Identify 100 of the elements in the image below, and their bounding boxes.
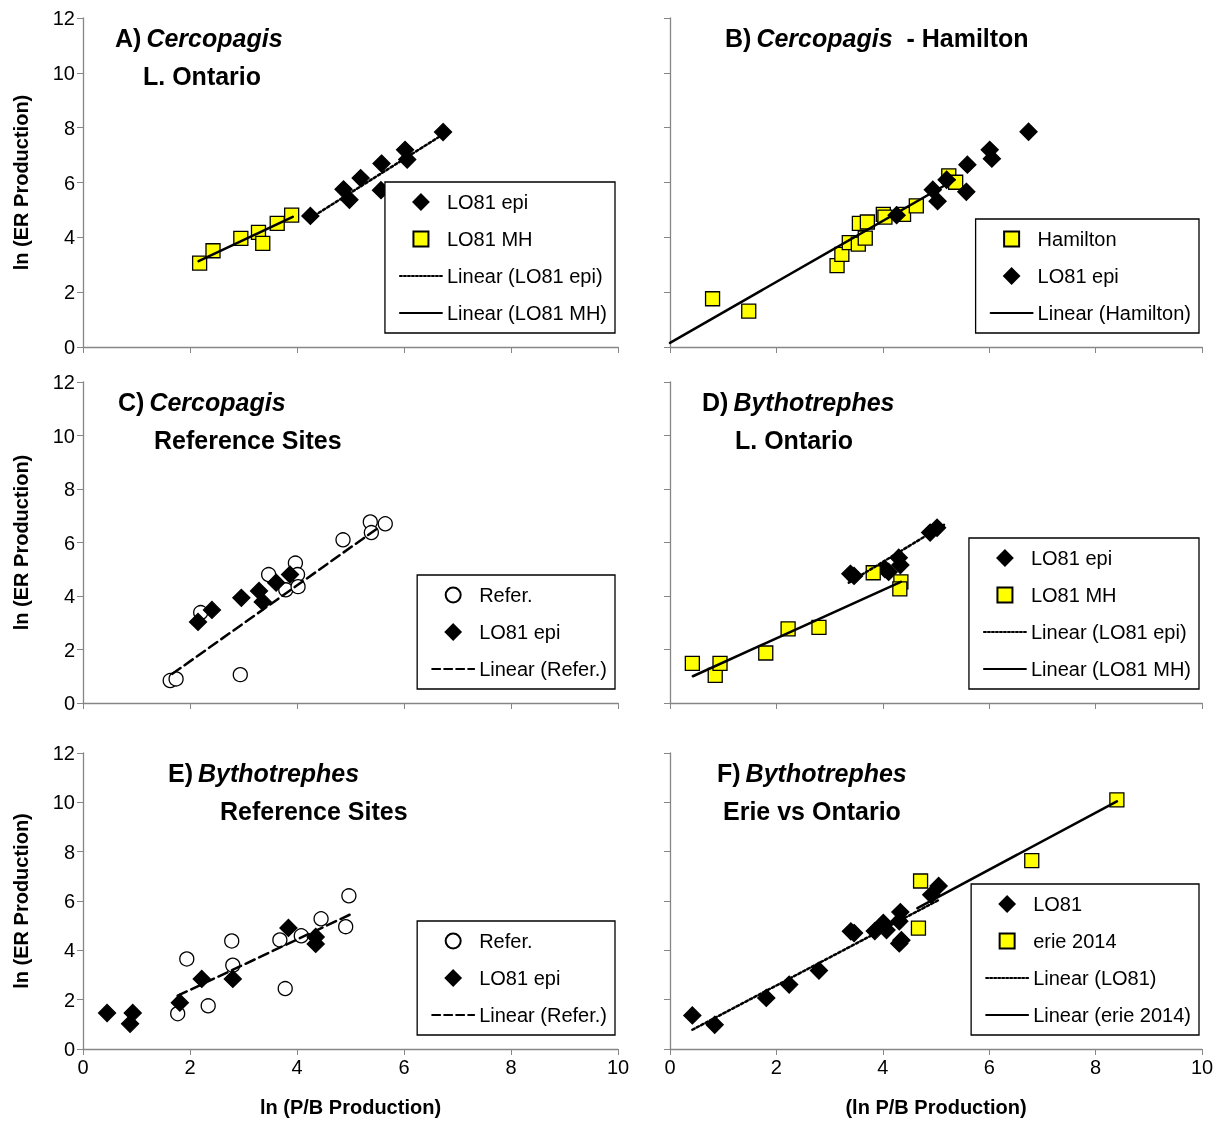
- y-axis-title: ln (ER Production): [10, 813, 32, 989]
- y-tick-label: 0: [63, 1038, 75, 1060]
- x-tick-label: 6: [983, 1056, 995, 1078]
- text: L. Ontario: [735, 425, 854, 454]
- point: [255, 235, 271, 252]
- x-axis-title: ln (P/B Production): [259, 1096, 442, 1118]
- y-tick-label: 10: [52, 424, 75, 447]
- x-tick-label: 4: [877, 1056, 889, 1078]
- point: [684, 655, 700, 672]
- chart-title: F) Bythotrephes: [717, 758, 907, 787]
- y-tick-label: 0: [63, 692, 75, 714]
- legend-label: LO81 MH: [446, 228, 533, 250]
- y-tick-label: 10: [52, 61, 75, 84]
- point: [334, 180, 353, 199]
- y-tick-label: 6: [63, 890, 75, 912]
- legend-label: Linear (Refer.): [479, 1004, 608, 1026]
- point: [123, 1003, 142, 1023]
- y-tick-label: 8: [63, 840, 75, 863]
- legend-label: Linear (LO81): [1033, 967, 1157, 989]
- point: [341, 888, 357, 904]
- point: [272, 932, 288, 948]
- point: [168, 671, 184, 687]
- point: [372, 154, 391, 173]
- y-tick-label: 8: [63, 478, 75, 500]
- point: [910, 920, 927, 936]
- y-tick-label: 4: [63, 226, 75, 249]
- text: L. Ontario: [143, 61, 262, 90]
- point: [192, 969, 211, 989]
- point: [170, 993, 189, 1012]
- x-tick-label: 8: [505, 1056, 517, 1078]
- x-tick-label: 0: [664, 1056, 676, 1078]
- chart-title: D) Bythotrephes: [702, 387, 895, 416]
- y-tick-label: 0: [63, 336, 75, 358]
- point: [809, 961, 829, 980]
- legend-label: Linear (LO81 MH): [446, 302, 607, 324]
- point: [351, 168, 370, 188]
- legend-label: LO81 epi: [1030, 547, 1113, 569]
- text: Reference Sites: [154, 425, 342, 454]
- point: [202, 600, 222, 620]
- chart-title: B) Cercopagis - Hamilton: [725, 23, 1029, 52]
- chart-title: A) Cercopagis: [115, 23, 283, 52]
- point: [335, 532, 351, 548]
- point: [232, 667, 248, 683]
- point: [200, 998, 216, 1014]
- legend-label: Refer.: [479, 584, 533, 606]
- x-tick-label: 10: [606, 1056, 630, 1078]
- point: [277, 980, 293, 997]
- point: [313, 911, 329, 927]
- point: [928, 191, 947, 211]
- point: [224, 933, 240, 949]
- point: [377, 516, 393, 532]
- point: [253, 592, 272, 612]
- legend-label: LO81 epi: [479, 621, 561, 643]
- y-tick-label: 2: [63, 281, 75, 304]
- y-tick-label: 2: [63, 638, 75, 661]
- point: [757, 988, 776, 1008]
- y-tick-label: 12: [52, 371, 75, 393]
- legend-label: LO81 epi: [479, 967, 561, 989]
- point: [957, 182, 976, 201]
- legend-label: Linear (LO81 epi): [446, 265, 603, 287]
- y-tick-label: 8: [63, 116, 75, 139]
- point: [1024, 852, 1040, 869]
- legend-label: Linear (Refer.): [479, 658, 608, 680]
- legend-label: Linear (LO81 epi): [1030, 621, 1187, 643]
- point: [741, 303, 757, 319]
- chart-title: C) Cercopagis: [118, 387, 286, 416]
- y-axis-title: ln (ER Production): [10, 94, 32, 271]
- y-tick-label: 4: [63, 939, 75, 962]
- point: [859, 214, 876, 230]
- x-tick-label: 4: [291, 1056, 303, 1078]
- point: [179, 951, 195, 967]
- point: [758, 645, 774, 661]
- x-tick-label: 6: [398, 1056, 410, 1078]
- x-tick-label: 2: [184, 1056, 196, 1078]
- point: [188, 612, 208, 632]
- legend-label: Hamilton: [1037, 228, 1117, 250]
- y-tick-label: 4: [63, 585, 75, 607]
- point: [223, 969, 242, 989]
- legend-label: LO81 MH: [1030, 584, 1117, 606]
- text: Reference Sites: [220, 796, 408, 825]
- x-tick-label: 2: [770, 1056, 782, 1078]
- x-tick-label: 8: [1090, 1056, 1102, 1078]
- text: Erie vs Ontario: [723, 796, 901, 825]
- y-tick-label: 6: [63, 531, 75, 554]
- point: [232, 588, 251, 608]
- legend-label: LO81 epi: [1037, 265, 1119, 287]
- legend-label: LO81: [1033, 893, 1083, 915]
- point: [338, 919, 354, 935]
- point: [97, 1003, 117, 1023]
- legend-label: Linear (erie 2014): [1033, 1004, 1191, 1026]
- legend-label: Linear (LO81 MH): [1030, 658, 1191, 680]
- legend-label: Refer.: [479, 930, 533, 952]
- point: [958, 155, 977, 174]
- point: [280, 565, 300, 584]
- point: [1019, 122, 1038, 141]
- point: [279, 918, 298, 938]
- point: [704, 291, 721, 307]
- y-tick-label: 12: [52, 7, 75, 29]
- legend-label: LO81 epi: [446, 191, 529, 213]
- legend-label: Linear (Hamilton): [1037, 302, 1191, 324]
